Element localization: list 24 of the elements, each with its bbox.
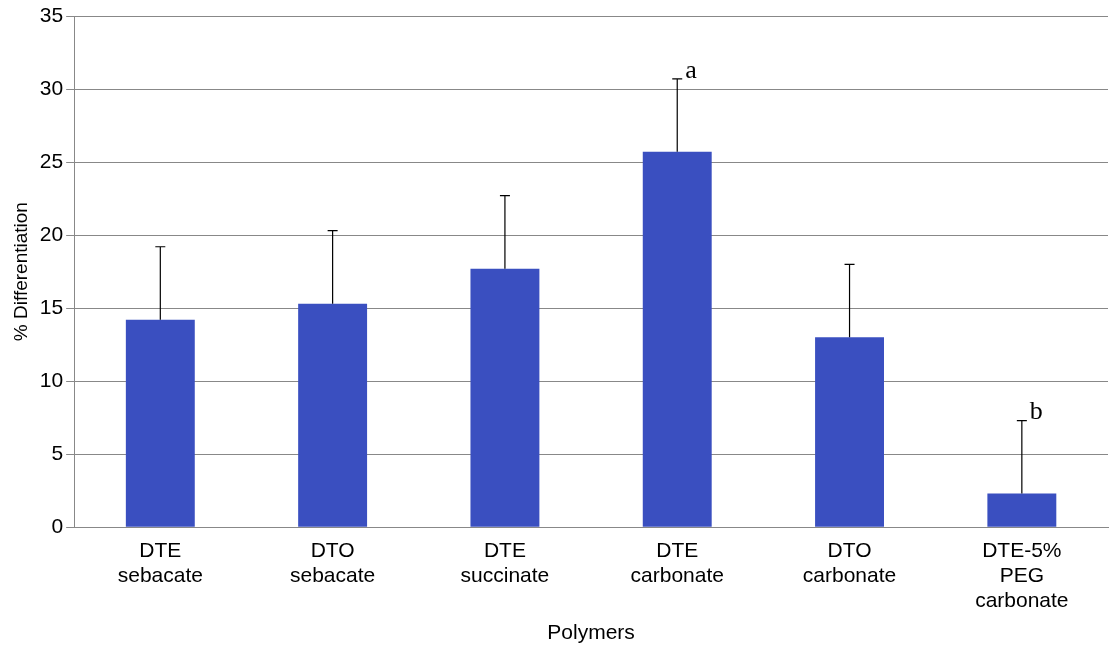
- y-tick-label: 20: [39, 221, 64, 245]
- y-axis-title: % Differentiation: [9, 202, 31, 342]
- bar: [987, 493, 1057, 527]
- x-tick-label: DTE carbonate: [630, 537, 724, 586]
- y-tick-label: 0: [51, 514, 64, 537]
- annotation: b: [1029, 396, 1043, 426]
- annotation: a: [685, 54, 698, 84]
- y-tick-label: 25: [39, 148, 64, 172]
- bar: [298, 303, 368, 527]
- bar: [125, 319, 195, 527]
- x-tick-label: DTE sebacate: [117, 537, 203, 586]
- x-tick-label: DTO carbonate: [802, 537, 897, 586]
- x-tick-label: DTE-5% PEG carbonate: [975, 537, 1069, 611]
- bar: [642, 151, 712, 527]
- x-axis-title: Polymers: [547, 620, 635, 644]
- y-tick-label: 30: [39, 75, 64, 99]
- bar: [470, 268, 540, 527]
- y-tick-label: 15: [39, 294, 64, 318]
- y-tick-label: 10: [39, 367, 64, 391]
- y-tick-label: 5: [51, 440, 64, 464]
- x-tick-label: DTE succinate: [460, 537, 550, 586]
- y-tick-label: 35: [39, 2, 64, 26]
- x-tick-label: DTO sebacate: [290, 537, 376, 586]
- bar: [815, 337, 884, 527]
